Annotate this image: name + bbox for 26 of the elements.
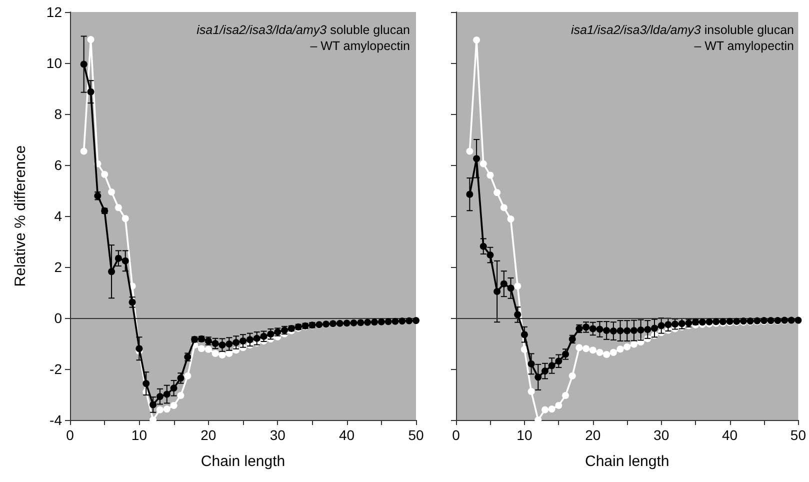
x-tick-label: 50 [790, 427, 806, 443]
annotation: isa1/isa2/isa3/lda/amy3 insoluble glucan – WT amylopectin [570, 22, 794, 54]
y-tick-label: 4 [54, 208, 62, 224]
y-tick-label: 0 [54, 310, 62, 326]
annotation: isa1/isa2/isa3/lda/amy3 soluble glucan – WT amylopectin [196, 22, 410, 54]
x-tick-label: 40 [722, 427, 738, 443]
y-tick-label: 8 [54, 106, 62, 122]
x-tick-label: 30 [654, 427, 670, 443]
y-tick-label: 2 [54, 259, 62, 275]
y-axis-title: Relative % difference [12, 145, 29, 287]
x-tick-label: 20 [200, 427, 216, 443]
x-tick-label: 20 [585, 427, 601, 443]
x-tick-label: 10 [516, 427, 532, 443]
y-tick-label: 12 [46, 4, 62, 20]
y-tick-label: 10 [46, 55, 62, 71]
y-tick-label: -2 [50, 361, 62, 377]
x-tick-label: 30 [270, 427, 286, 443]
x-tick-label: 40 [339, 427, 355, 443]
x-tick-label: 0 [66, 427, 74, 443]
x-tick-label: 10 [131, 427, 148, 443]
x-axis-title: Chain length [200, 453, 286, 470]
x-tick-label: 50 [408, 427, 424, 443]
y-tick-label: -4 [50, 412, 62, 428]
y-tick-label: 6 [54, 157, 62, 173]
x-tick-label: 0 [452, 427, 460, 443]
x-axis-title: Chain length [584, 453, 670, 470]
